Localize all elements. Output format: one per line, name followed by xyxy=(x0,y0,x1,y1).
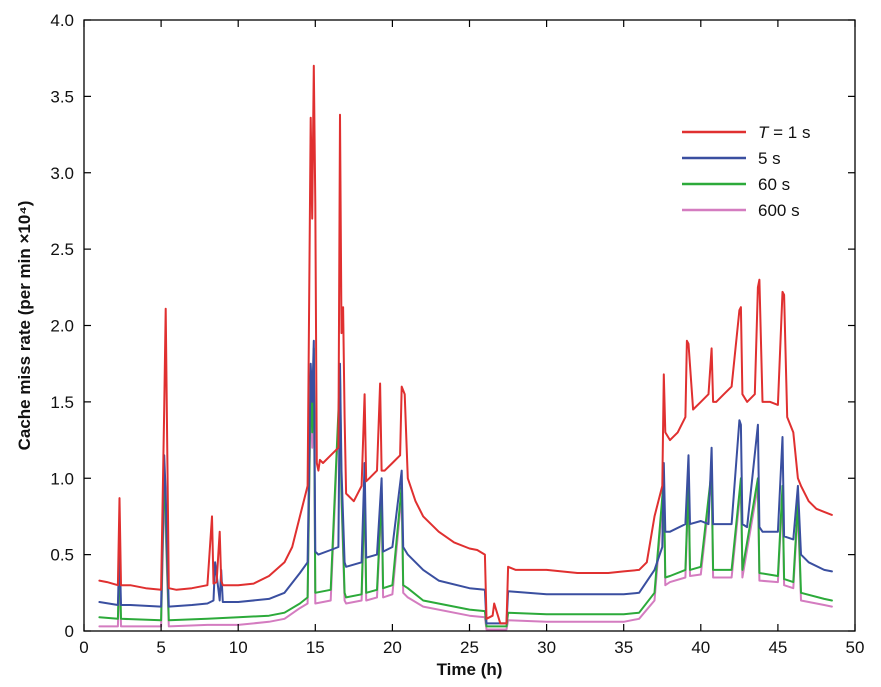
x-tick-label: 15 xyxy=(306,638,325,657)
tick-labels-layer: 0 5 10 15 20 25 30 35 40 45 50 0 0.5 1.0 1.5 2.0 2.5 3.0 3… xyxy=(50,11,864,657)
legend-label-rest: = 1 s xyxy=(768,123,810,142)
y-tick-label: 2.0 xyxy=(50,317,74,336)
x-tick-label: 25 xyxy=(460,638,479,657)
y-tick-label: 0.5 xyxy=(50,546,74,565)
y-tick-label: 1.0 xyxy=(50,469,74,488)
x-tick-label: 5 xyxy=(156,638,165,657)
x-tick-label: 40 xyxy=(691,638,710,657)
y-tick-label: 3.5 xyxy=(50,87,74,106)
legend: T = 1 s 5 s 60 s 600 s xyxy=(682,123,810,220)
series-line-t-1-s xyxy=(98,64,833,625)
x-tick-label: 35 xyxy=(614,638,633,657)
legend-label: 60 s xyxy=(758,175,790,194)
x-tick-label: 50 xyxy=(846,638,865,657)
legend-label-italic: T xyxy=(758,123,770,142)
x-axis-label: Time (h) xyxy=(437,660,503,679)
plot-background xyxy=(84,20,855,631)
y-tick-label: 4.0 xyxy=(50,11,74,30)
ticks-layer xyxy=(83,19,856,632)
x-tick-label: 0 xyxy=(79,638,88,657)
x-tick-label: 10 xyxy=(229,638,248,657)
x-tick-label: 30 xyxy=(537,638,556,657)
y-tick-label: 2.5 xyxy=(50,240,74,259)
legend-label: 600 s xyxy=(758,201,800,220)
x-tick-label: 45 xyxy=(768,638,787,657)
x-tick-label: 20 xyxy=(383,638,402,657)
y-tick-label: 0 xyxy=(65,622,74,641)
y-tick-label: 3.0 xyxy=(50,164,74,183)
y-tick-label: 1.5 xyxy=(50,393,74,412)
legend-label: 5 s xyxy=(758,149,781,168)
y-axis-label: Cache miss rate (per min ×10⁴) xyxy=(15,201,34,451)
legend-label: T = 1 s xyxy=(758,123,810,142)
series-layer xyxy=(98,64,833,631)
